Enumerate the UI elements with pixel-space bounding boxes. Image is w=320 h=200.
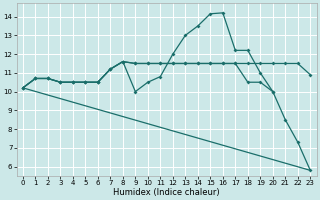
X-axis label: Humidex (Indice chaleur): Humidex (Indice chaleur) — [113, 188, 220, 197]
